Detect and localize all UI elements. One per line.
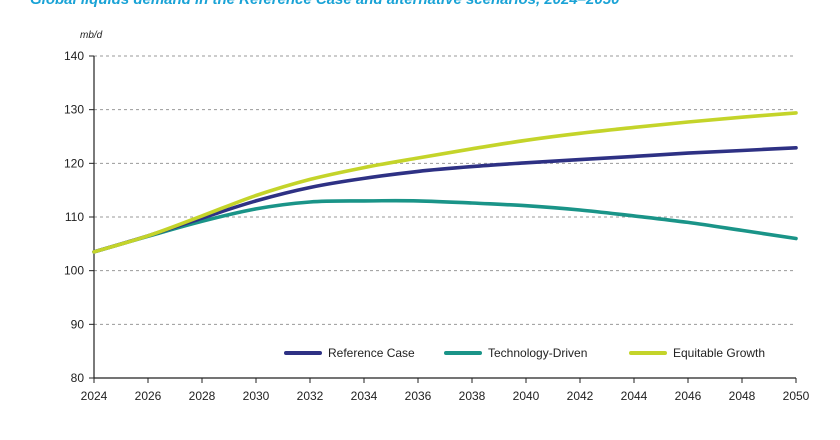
x-tick-label-2046: 2046 <box>675 389 702 403</box>
legend-label-reference-case: Reference Case <box>328 346 415 360</box>
gridlines <box>94 55 796 325</box>
x-tick-label-2030: 2030 <box>243 389 270 403</box>
x-tick-label-2040: 2040 <box>513 389 540 403</box>
x-tick-label-2032: 2032 <box>297 389 324 403</box>
x-tick-label-2036: 2036 <box>405 389 432 403</box>
y-tick-label-100: 100 <box>64 264 84 278</box>
y-tick-label-120: 120 <box>64 156 84 170</box>
x-tick-label-2038: 2038 <box>459 389 486 403</box>
legend-label-equitable-growth: Equitable Growth <box>673 346 765 360</box>
series-line-reference-case <box>92 146 798 254</box>
chart-title: Global liquids demand in the Reference C… <box>30 0 619 8</box>
legend: Reference Case Technology-Driven Equitable… <box>284 346 765 360</box>
x-tick-label-2034: 2034 <box>351 389 378 403</box>
x-tick-label-2026: 2026 <box>135 389 162 403</box>
y-tick-label-110: 110 <box>65 210 84 224</box>
x-tick-label-2050: 2050 <box>783 389 810 403</box>
x-tick-label-2048: 2048 <box>729 389 756 403</box>
y-tick-label-140: 140 <box>64 49 84 63</box>
x-tick-label-2042: 2042 <box>567 389 594 403</box>
y-tick-label-80: 80 <box>71 371 85 385</box>
y-tick-label-130: 130 <box>64 103 84 117</box>
series-lines <box>92 111 798 254</box>
tick-labels: 80 90 100 110 120 130 140 2024 2026 2028 2030 2032 2… <box>64 49 810 403</box>
x-tick-label-2028: 2028 <box>189 389 216 403</box>
y-axis-label: mb/d <box>80 30 103 41</box>
legend-label-technology-driven: Technology-Driven <box>488 346 587 360</box>
x-tick-label-2044: 2044 <box>621 389 648 403</box>
x-tick-label-2024: 2024 <box>81 389 108 403</box>
y-tick-label-90: 90 <box>71 317 85 331</box>
series-line-technology-driven <box>92 198 798 254</box>
series-line-equitable-growth <box>92 111 798 254</box>
